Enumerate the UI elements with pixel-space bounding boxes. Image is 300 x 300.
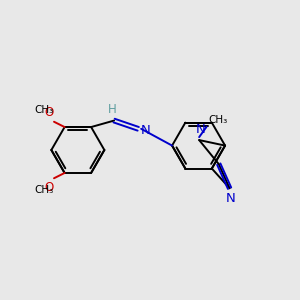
- Text: N: N: [226, 192, 236, 205]
- Text: O: O: [44, 106, 53, 119]
- Text: N: N: [196, 123, 206, 136]
- Text: CH₃: CH₃: [34, 185, 54, 195]
- Text: N: N: [141, 124, 151, 137]
- Text: H: H: [108, 103, 117, 116]
- Text: CH₃: CH₃: [208, 115, 227, 125]
- Text: O: O: [44, 181, 53, 194]
- Text: CH₃: CH₃: [34, 105, 54, 115]
